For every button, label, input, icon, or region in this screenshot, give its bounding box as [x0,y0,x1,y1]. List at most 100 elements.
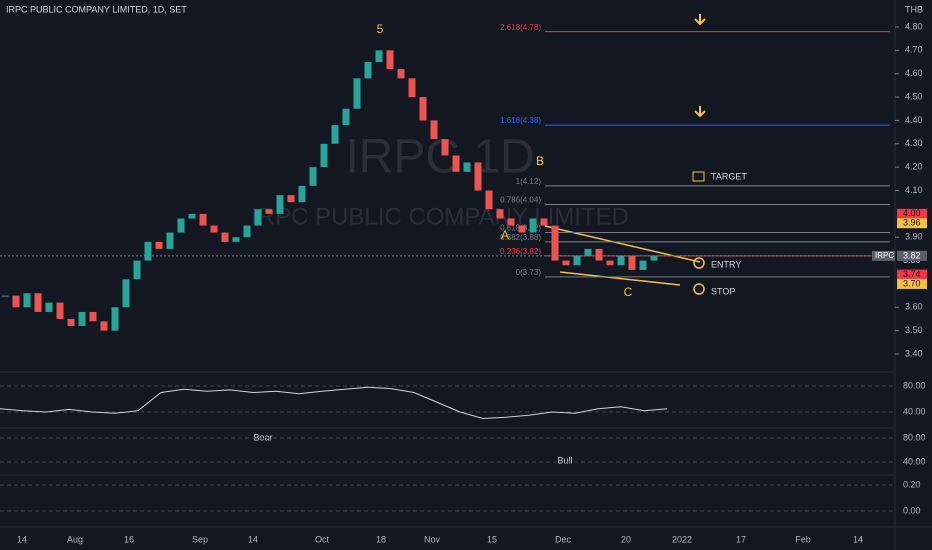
wave-label: B [536,154,544,168]
candle [221,232,229,242]
price-badge [897,218,927,229]
candle [199,213,207,226]
candle [78,311,86,326]
candle [584,248,592,256]
price-badge [897,269,927,280]
time-tick-label: Aug [67,534,83,544]
last-price-badge [897,250,927,261]
candle [331,125,339,144]
candle [364,62,372,79]
candle [298,185,306,203]
time-tick-label: 15 [487,534,497,544]
price-badge-label: 3.96 [903,218,921,228]
price-badge [897,278,927,289]
bear-label: Bear [253,432,272,442]
candle [1,295,9,297]
time-tick-label: Dec [555,534,572,544]
candle [353,78,361,109]
last-symbol: IRPC [875,251,894,260]
fib-label: 1(4.12) [516,177,542,186]
candle [606,260,614,266]
candle [496,209,504,219]
price-tick-label: 4.30 [905,138,923,148]
price-badge [897,208,927,219]
candle [408,78,416,98]
bull-label: Bull [557,455,572,465]
candle [529,218,537,233]
fib-label: 2.618(4.78) [500,23,541,32]
candle [342,108,350,126]
indicator-tick-label: 40.00 [903,456,926,466]
candle [639,260,647,270]
indicator-tick-label: 80.00 [903,432,926,442]
candle [507,218,515,226]
candle [111,307,119,331]
watermark-symbol: IRPC 1D [345,131,534,184]
fib-label: 0(3.73) [516,268,542,277]
price-tick-label: 3.50 [905,325,923,335]
last-price-label: 3.82 [903,250,921,260]
time-tick-label: 2022 [672,534,692,544]
price-badge-label: 3.70 [903,278,921,288]
candle [485,190,493,210]
candle [67,318,75,326]
entry-icon [693,257,705,269]
price-tick-label: 4.70 [905,45,923,55]
indicator-tick-label: 0.00 [903,505,921,515]
candle [287,195,295,203]
symbol-title: IRPC PUBLIC COMPANY LIMITED, 1D, SET [6,4,187,14]
candle [188,213,196,219]
candle [23,293,31,308]
time-tick-label: 14 [17,534,27,544]
wedge-line [559,271,681,286]
price-tick-label: 4.40 [905,115,923,125]
candle [551,225,559,261]
wave-label: C [624,285,633,299]
candle [89,311,97,322]
time-tick-label: 17 [736,534,746,544]
candle [12,295,20,308]
time-tick-label: 16 [124,534,134,544]
candle [232,237,240,242]
time-tick-label: Sep [192,534,208,544]
flag-icon [692,171,705,182]
candle [617,255,625,266]
candle [419,97,427,121]
candle [474,162,482,191]
watermark-name: IRPC PUBLIC COMPANY LIMITED [251,203,629,230]
indicator-tick-label: 0.20 [903,479,921,489]
candle [650,255,658,261]
candle [45,302,53,312]
candle [452,155,460,172]
rsi-line [0,386,668,420]
wave-label: 5 [377,22,384,36]
time-tick-label: 20 [621,534,631,544]
time-tick-label: Oct [315,534,330,544]
candle [518,225,526,233]
candle [243,225,251,238]
fib-label: 1.618(4.38) [500,116,541,125]
arrow [694,14,706,26]
stop-label: STOP [711,286,735,296]
currency: THB [905,4,923,14]
fib-label: 0.786(4.04) [500,196,541,205]
candle [210,225,218,233]
price-tick-label: 3.40 [905,348,923,358]
candle [166,232,174,249]
entry-label: ENTRY [711,259,741,269]
candle [276,195,284,214]
candle [100,321,108,331]
fib-label: 0.236(3.82) [500,247,541,256]
price-tick-label: 3.90 [905,232,923,242]
price-tick-label: 3.60 [905,302,923,312]
candle [177,218,185,233]
candle [397,69,405,79]
candle [463,162,471,172]
candle [254,209,262,226]
candle [540,218,548,226]
price-badge-label: 3.74 [903,269,921,279]
wave-label: A [501,228,509,242]
candle [628,255,636,270]
